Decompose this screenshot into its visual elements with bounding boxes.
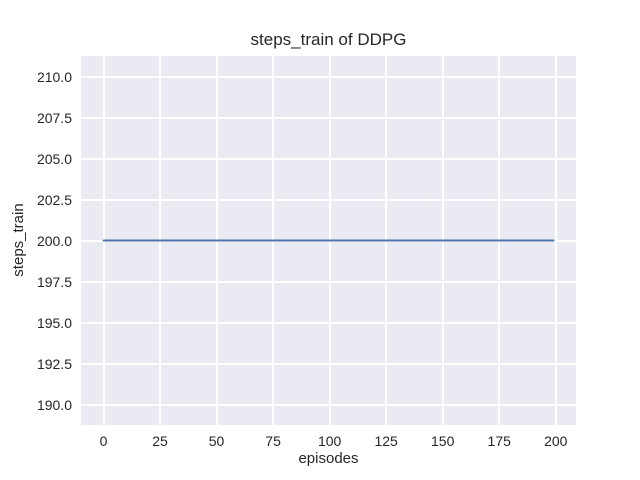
y-gridline — [81, 198, 576, 201]
x-tick-label: 50 — [208, 433, 225, 449]
y-tick-label: 190.0 — [36, 396, 72, 413]
chart-title: steps_train of DDPG — [250, 30, 407, 49]
x-tick-label: 125 — [374, 433, 398, 449]
y-tick-label: 202.5 — [36, 191, 72, 208]
x-tick-label: 175 — [487, 433, 511, 449]
y-gridline — [81, 321, 576, 324]
y-tick-label: 197.5 — [36, 273, 72, 290]
y-gridline — [81, 362, 576, 365]
y-tick-label: 210.0 — [36, 68, 72, 85]
y-gridline — [81, 157, 576, 160]
plot-area — [81, 56, 576, 425]
x-tick-label: 200 — [544, 433, 568, 449]
x-tick-label: 75 — [265, 433, 281, 449]
y-gridline — [81, 116, 576, 119]
x-axis-label: episodes — [298, 450, 359, 467]
y-tick-label: 195.0 — [36, 314, 72, 331]
y-tick-label: 205.0 — [36, 150, 72, 167]
y-tick-label: 207.5 — [36, 109, 72, 126]
x-tick-label: 0 — [99, 433, 108, 449]
y-tick-label: 200.0 — [36, 232, 72, 249]
x-tick-label: 25 — [152, 433, 168, 449]
y-gridline — [81, 403, 576, 406]
y-tick-label: 192.5 — [36, 355, 72, 372]
y-gridline — [81, 75, 576, 78]
x-tick-label: 100 — [317, 433, 342, 449]
y-gridline — [81, 280, 576, 283]
x-tick-label: 150 — [431, 433, 455, 449]
series-layer — [102, 239, 555, 242]
